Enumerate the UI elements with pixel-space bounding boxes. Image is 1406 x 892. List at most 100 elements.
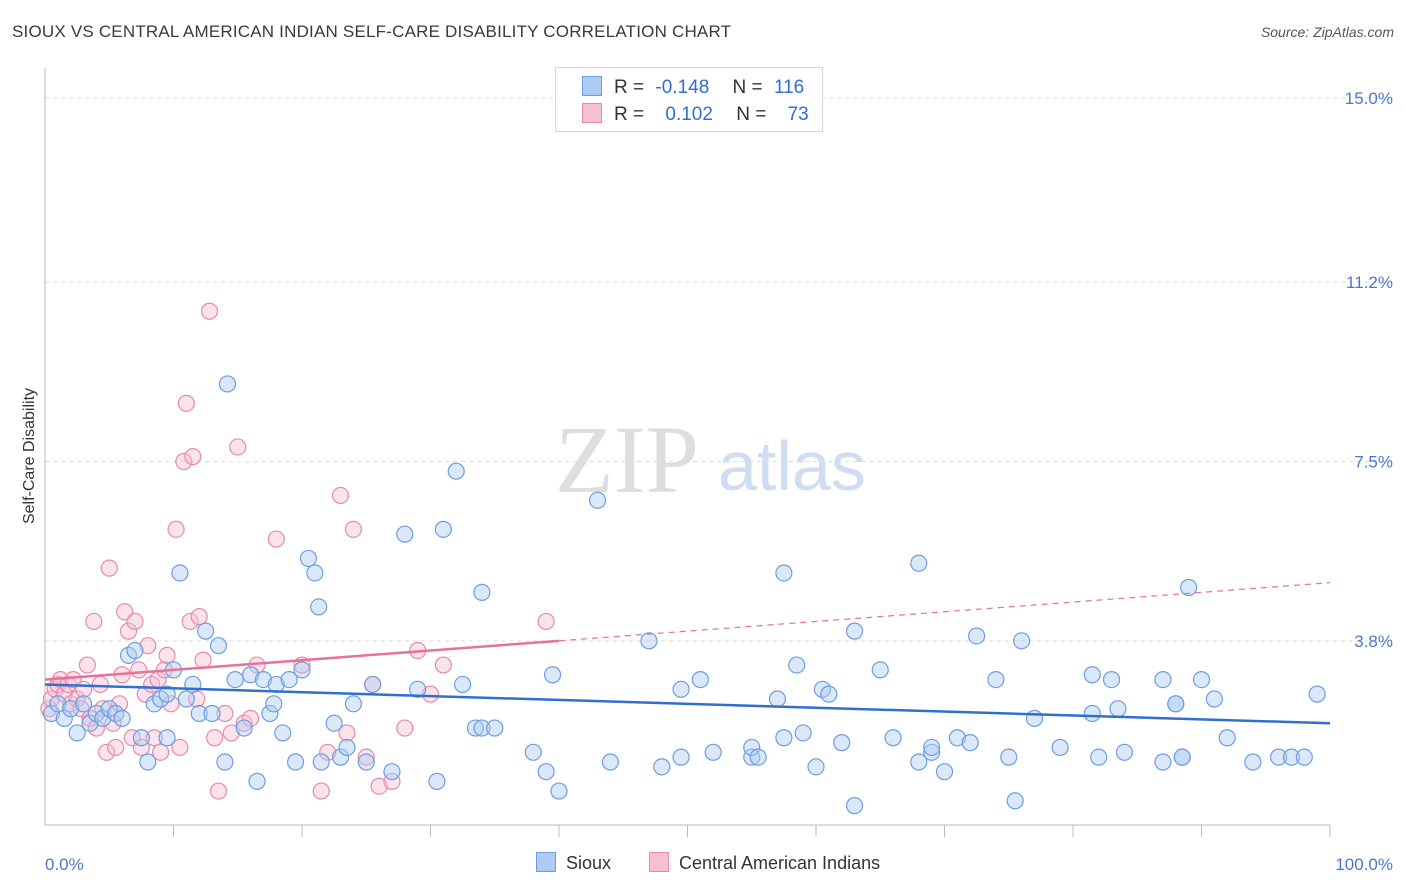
sioux-trend-line [44, 683, 1331, 725]
y-tick-labels: 3.8% 7.5% 11.2% 15.0% [1345, 89, 1393, 651]
cai-point-62 [338, 724, 356, 742]
sioux-point-95 [948, 729, 966, 747]
sioux-point-27 [216, 753, 234, 771]
sioux-point-34 [261, 704, 279, 723]
sioux-point-110 [1154, 670, 1172, 689]
sioux-point-102 [1025, 709, 1044, 727]
sioux-point-65 [550, 782, 568, 800]
watermark: ZIP atlas [555, 406, 866, 513]
cai-swatch [582, 103, 602, 123]
sioux-point-48 [344, 695, 362, 713]
axes [44, 68, 1331, 837]
cai-point-0 [40, 700, 58, 718]
sioux-point-100 [1006, 792, 1024, 810]
bottom-cai-label: Central American Indians [679, 853, 881, 873]
cai-point-41 [175, 452, 193, 471]
sioux-point-119 [1218, 729, 1236, 747]
cai-point-46 [190, 607, 208, 626]
cai-point-37 [158, 646, 176, 664]
cai-point-44 [184, 448, 202, 466]
sioux-point-52 [396, 525, 414, 543]
cai-point-27 [126, 612, 144, 631]
legend-row-cai: R = 0.102 N = 73 [582, 103, 809, 127]
cai-trend-line [44, 639, 560, 681]
sioux-point-0 [42, 704, 61, 723]
bottom-cai-swatch [649, 852, 669, 872]
sioux-point-80 [788, 656, 806, 674]
cai-trend-line-extension [558, 582, 1331, 642]
sioux-point-109 [1115, 743, 1134, 761]
y-tick-label-0: 3.8% [1354, 632, 1393, 651]
sioux-point-117 [1192, 670, 1211, 689]
sioux-point-49 [357, 753, 375, 771]
cai-point-39 [167, 520, 185, 538]
sioux-point-43 [310, 598, 328, 616]
sioux-point-120 [1244, 753, 1262, 771]
cai-point-63 [344, 520, 362, 538]
cai-point-28 [130, 661, 148, 679]
sioux-point-105 [1083, 666, 1101, 684]
sioux-point-37 [274, 724, 292, 742]
sioux-point-26 [209, 637, 228, 655]
sioux-point-68 [640, 632, 658, 650]
sioux-point-24 [197, 622, 215, 640]
source-label: Source: ZipAtlas.com [1260, 24, 1394, 40]
legend-row-sioux: R = -0.148 N = 116 [582, 76, 804, 100]
sioux-point-21 [177, 690, 195, 708]
cai-point-19 [100, 559, 118, 577]
watermark-atlas: atlas [718, 427, 866, 505]
cai-point-12 [78, 656, 97, 674]
legend-r-value-1: -0.148 [655, 77, 710, 98]
sioux-point-6 [81, 714, 99, 732]
sioux-point-1 [49, 695, 67, 713]
sioux-swatch [582, 76, 602, 96]
cai-point-59 [312, 782, 330, 800]
cai-point-25 [119, 622, 138, 640]
sioux-point-75 [743, 738, 761, 757]
gridlines [45, 97, 1392, 642]
sioux-point-2 [55, 709, 73, 727]
sioux-point-31 [242, 666, 260, 684]
sioux-point-121 [1269, 748, 1288, 766]
correlation-legend: R = -0.148 N = 116 R = 0.102 N = 73 [555, 67, 823, 132]
x-tick-labels: 0.0% 100.0% [45, 855, 1393, 874]
x-tick-label-max: 100.0% [1335, 855, 1393, 874]
x-tick-label-min: 0.0% [45, 855, 84, 874]
sioux-point-45 [325, 714, 343, 732]
cai-point-18 [98, 743, 116, 761]
sioux-point-23 [190, 704, 208, 723]
sioux-point-108 [1109, 700, 1127, 718]
cai-point-61 [331, 486, 350, 505]
sioux-point-30 [235, 719, 253, 737]
sioux-point-13 [126, 641, 144, 660]
legend-r-value-2: 0.102 [665, 104, 713, 125]
sioux-point-14 [132, 729, 150, 747]
sioux-point-79 [775, 564, 793, 582]
sioux-point-51 [383, 763, 401, 781]
sioux-point-60 [473, 583, 491, 601]
cai-point-40 [171, 738, 189, 757]
cai-point-35 [152, 743, 170, 761]
y-tick-label-2: 11.2% [1346, 273, 1393, 292]
sioux-point-3 [62, 700, 80, 718]
cai-point-14 [85, 612, 103, 631]
sioux-point-50 [364, 675, 382, 694]
cai-point-67 [383, 772, 401, 790]
sioux-point-113 [1167, 695, 1185, 713]
sioux-point-111 [1154, 753, 1172, 771]
sioux-point-96 [961, 734, 979, 752]
sioux-point-125 [158, 685, 176, 703]
cai-point-43 [181, 612, 199, 631]
sioux-point-56 [447, 462, 465, 480]
sioux-point-40 [293, 661, 311, 679]
sioux-point-76 [749, 748, 767, 766]
sioux-point-47 [338, 738, 356, 757]
sioux-point-4 [68, 724, 86, 742]
sioux-point-88 [871, 661, 889, 679]
y-tick-label-1: 7.5% [1354, 453, 1393, 472]
cai-point-55 [242, 709, 260, 727]
trend-lines [44, 582, 1331, 725]
sioux-point-35 [265, 695, 283, 713]
sioux-point-94 [935, 763, 954, 781]
